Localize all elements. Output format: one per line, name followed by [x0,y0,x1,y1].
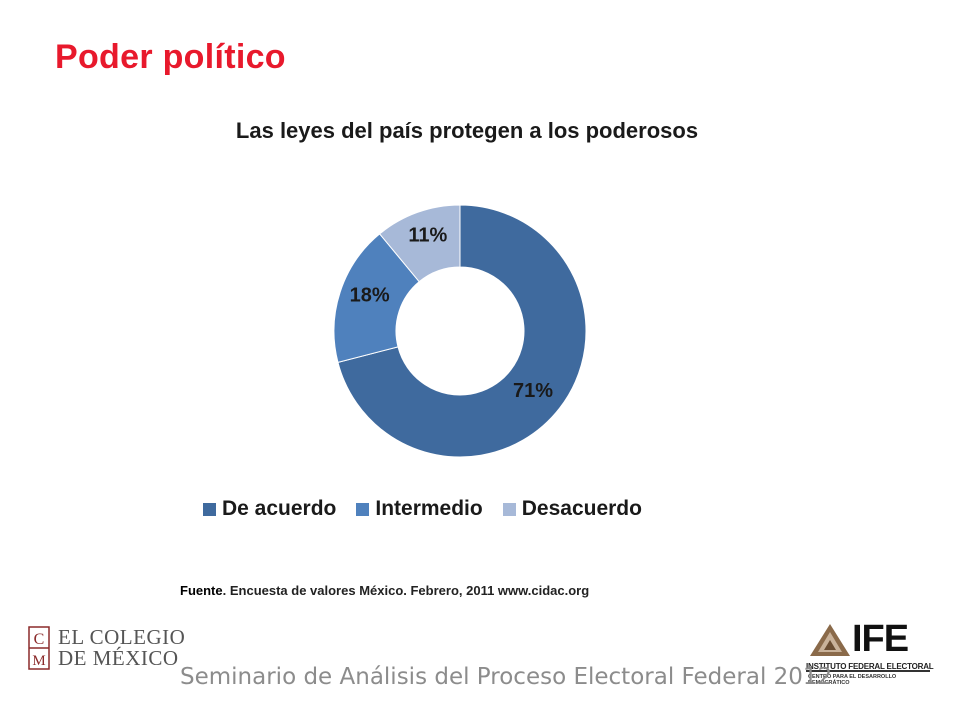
legend-swatch [203,502,216,516]
svg-text:C: C [34,631,45,648]
slice-desacuerdo [378,204,461,283]
legend-label: Intermedio [375,497,483,520]
legend-swatch [356,502,370,516]
ife-divider [806,670,930,672]
ife-emblem-icon [810,624,850,656]
legend-item-de-acuerdo: De acuerdo [203,497,336,521]
ife-tagline: CENTRO PARA EL DESARROLLO DEMOCRÁTICO [808,674,897,686]
label-intermedio: 18% [350,285,390,307]
legend-label: De acuerdo [222,497,337,520]
source-note: Fuente. Encuesta de valores México. Febr… [180,583,589,598]
footer-text: Seminario de Análisis del Proceso Electo… [180,664,833,690]
colmex-line2: DE MÉXICO [58,646,179,670]
ife-name: IFE [852,618,909,660]
slice-de-acuerdo [337,204,587,458]
label-de-acuerdo: 71% [513,380,553,402]
legend-item-desacuerdo: Desacuerdo [502,497,642,521]
legend-swatch [502,502,516,516]
source-text: . Encuesta de valores México. Febrero, 2… [222,583,590,598]
slide-title: Poder político [55,38,286,76]
legend-item-intermedio: Intermedio [356,497,483,521]
label-desacuerdo: 11% [408,225,447,247]
colmex-line1: EL COLEGIO [58,625,186,649]
legend-label: Desacuerdo [521,497,642,520]
colmex-emblem-icon: C M [28,626,50,670]
slice-intermedio [333,233,420,363]
ife-logo: IFE INSTITUTO FEDERAL ELECTORAL CENTRO P… [806,618,936,686]
ife-subtitle: INSTITUTO FEDERAL ELECTORAL [806,662,934,671]
chart-title: Las leyes del país protegen a los podero… [235,118,699,143]
chart-legend: De acuerdo Intermedio Desacuerdo [203,497,642,521]
svg-text:M: M [32,653,45,669]
source-label: Fuente [180,583,223,598]
colegio-de-mexico-logo: C M EL COLEGIO DE MÉXICO [28,626,185,670]
